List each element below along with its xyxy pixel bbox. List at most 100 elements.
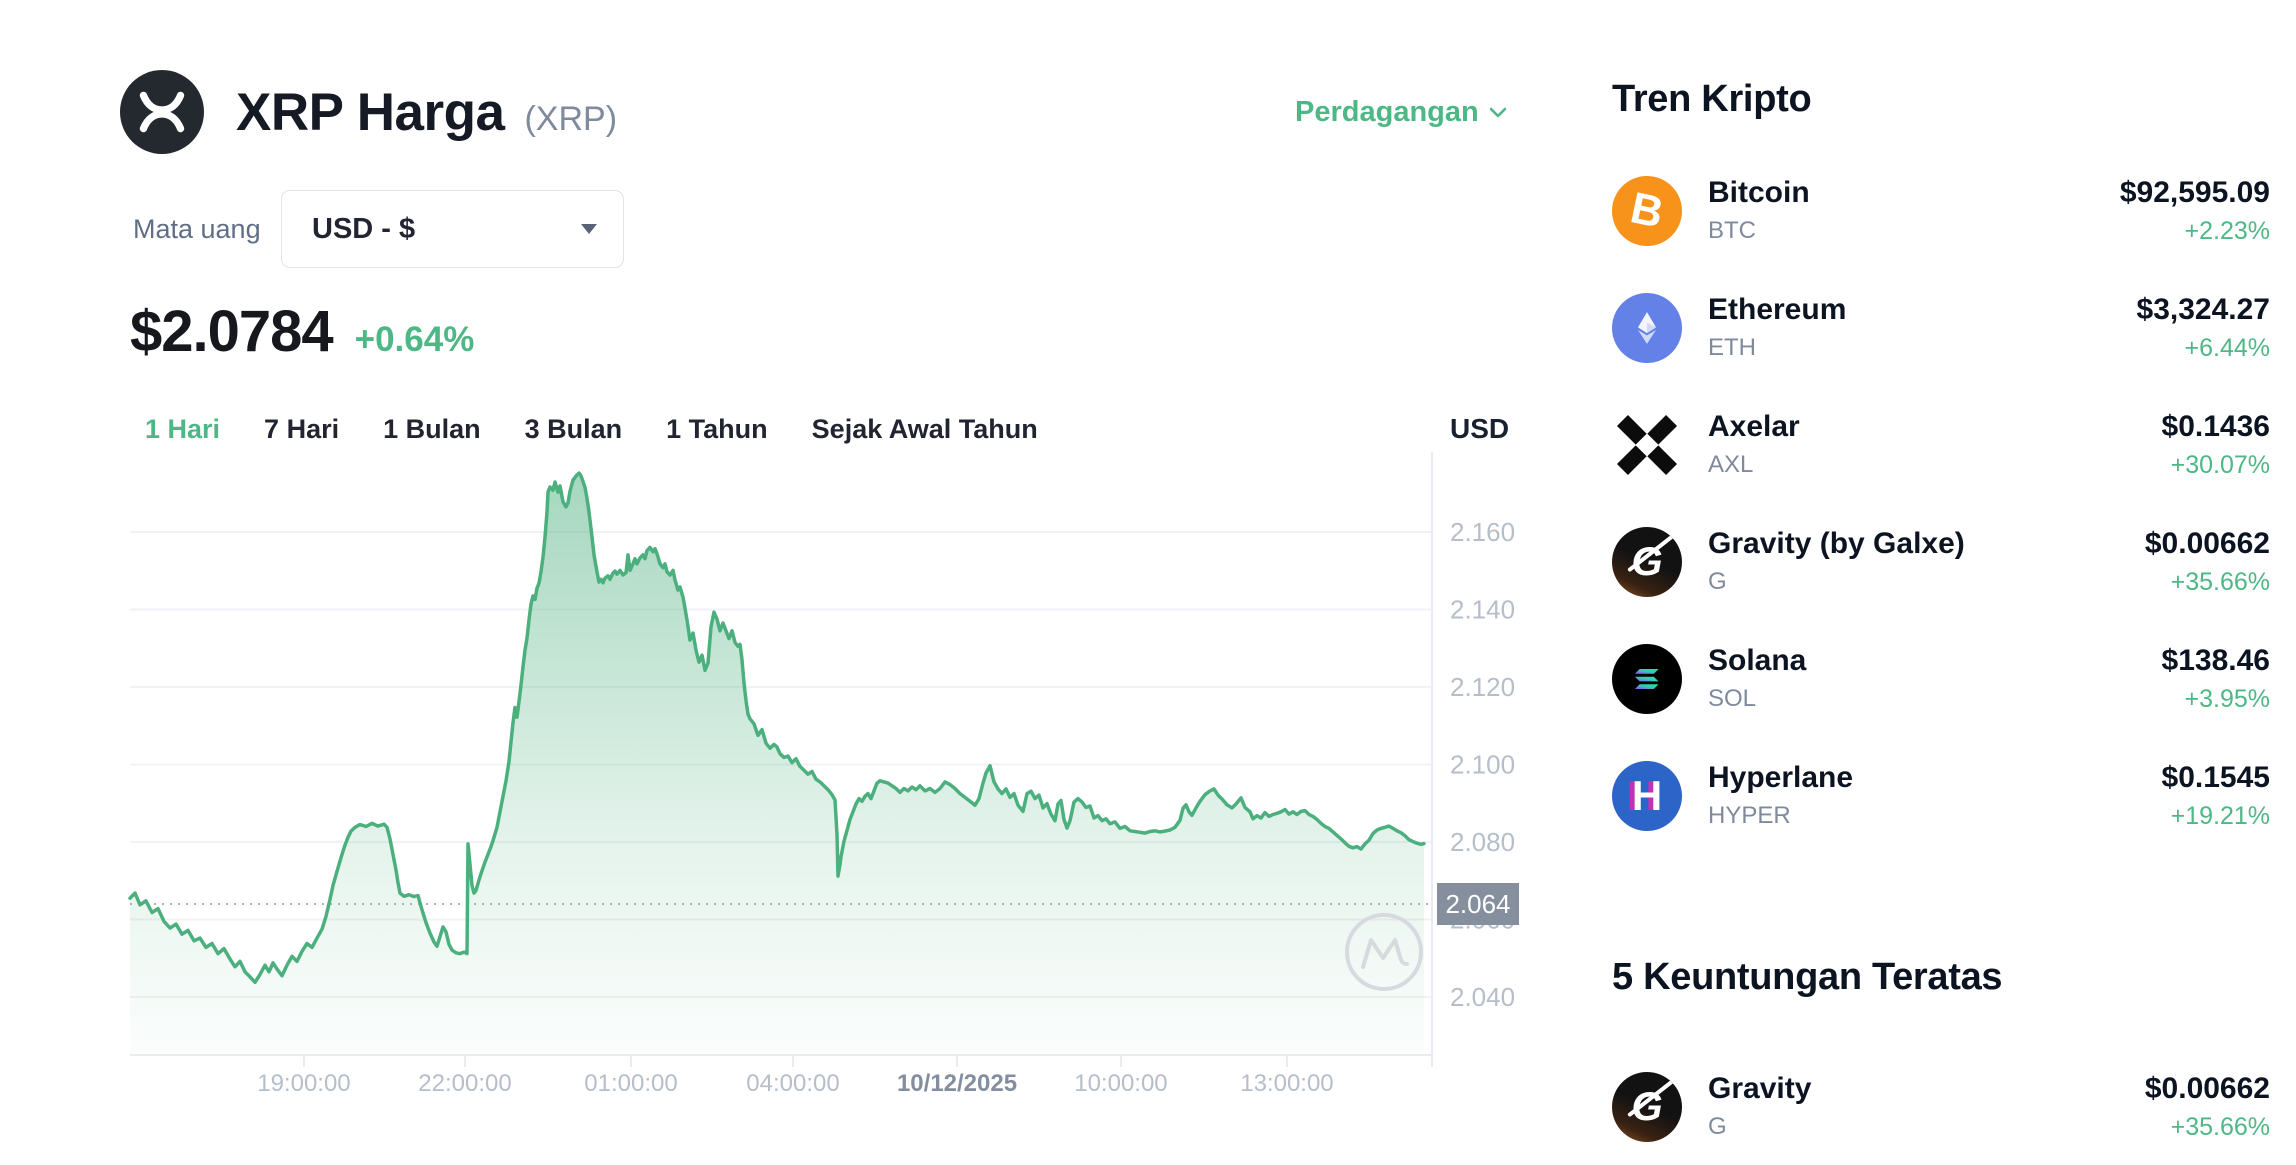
coin-ticker-paren: (XRP) — [524, 100, 618, 138]
currency-selected-value: USD - $ — [312, 212, 416, 245]
ethereum-icon — [1612, 292, 1682, 363]
coin-price: $3,324.27 — [2136, 292, 2270, 326]
coin-change-percent: +2.23% — [2184, 216, 2271, 245]
coin-name: Hyperlane — [1708, 761, 1854, 794]
price-change-percent: +0.64% — [354, 320, 475, 359]
coin-name: Axelar — [1708, 410, 1800, 443]
x-axis-tick-label: 10:00:00 — [1074, 1070, 1167, 1097]
coin-symbol: ETH — [1708, 334, 1756, 361]
axelar-icon — [1616, 414, 1678, 475]
coin-value-block: $0.1545 +19.21% — [2162, 761, 2270, 831]
x-axis-tick-label: 04:00:00 — [746, 1070, 839, 1097]
coin-symbol: BTC — [1708, 217, 1756, 244]
x-axis-tick-label: 19:00:00 — [257, 1070, 350, 1097]
coin-row-btc[interactable]: B Bitcoin BTC $92,595.09 +2.23% — [1612, 152, 2296, 269]
range-tab-1-bulan[interactable]: 1 Bulan — [383, 414, 481, 444]
trade-link-label: Perdagangan — [1295, 96, 1479, 128]
coin-name: Gravity — [1708, 1072, 1812, 1105]
axelar-icon — [1612, 410, 1682, 480]
coin-change-percent: +6.44% — [2184, 333, 2271, 362]
current-price: $2.0784 — [130, 299, 334, 364]
range-tab-1-tahun[interactable]: 1 Tahun — [666, 414, 768, 444]
y-axis-tick-label: 2.160 — [1450, 517, 1515, 547]
range-tab-1-hari[interactable]: 1 Hari — [145, 414, 221, 444]
coin-price: $138.46 — [2161, 643, 2270, 677]
y-axis-tick-label: 2.040 — [1450, 982, 1515, 1012]
coin-price: $92,595.09 — [2119, 175, 2270, 209]
coin-name: Gravity (by Galxe) — [1708, 527, 1965, 560]
x-axis-tick-label: 13:00:00 — [1240, 1070, 1333, 1097]
trending-section-title: Tren Kripto — [1612, 78, 1812, 120]
range-tab-3-bulan[interactable]: 3 Bulan — [524, 414, 623, 444]
coin-name-block: Solana SOL — [1708, 644, 2162, 713]
coin-change-percent: +35.66% — [2170, 1112, 2270, 1141]
coin-row-hyper[interactable]: H Hyperlane HYPER $0.1545 +19.21% — [1612, 737, 2296, 854]
bitcoin-icon: B — [1626, 182, 1668, 238]
gravity-icon: G — [1612, 526, 1682, 597]
coin-value-block: $0.00662 +35.66% — [2145, 1072, 2270, 1142]
coin-change-percent: +35.66% — [2170, 567, 2270, 596]
x-axis-tick-label: 22:00:00 — [418, 1070, 511, 1097]
coinmarketcap-watermark-icon — [1345, 913, 1423, 991]
hyperlane-icon: H — [1631, 771, 1663, 819]
coin-change-percent: +3.95% — [2184, 684, 2271, 713]
range-tab-7-hari[interactable]: 7 Hari — [264, 414, 340, 444]
hyperlane-icon: H — [1612, 760, 1682, 831]
gainers-section-title: 5 Keuntungan Teratas — [1612, 956, 2003, 998]
gainers-list: G Gravity G $0.00662 +35.66% — [1612, 1048, 2296, 1165]
coin-value-block: $0.1436 +30.07% — [2162, 410, 2270, 480]
coin-row-g[interactable]: G Gravity (by Galxe) G $0.00662 +35.66% — [1612, 503, 2296, 620]
coin-name-block: Ethereum ETH — [1708, 293, 2137, 362]
x-axis-tick-label: 01:00:00 — [584, 1070, 677, 1097]
coin-name-block: Hyperlane HYPER — [1708, 761, 2162, 830]
ethereum-icon — [1638, 311, 1656, 344]
price-chart[interactable]: 2.1602.1402.1202.1002.0802.0602.040USD19… — [0, 400, 1530, 1120]
current-price-badge-label: 2.064 — [1445, 889, 1510, 919]
y-axis-tick-label: 2.100 — [1450, 750, 1515, 780]
coin-price: $0.00662 — [2144, 526, 2270, 560]
coin-name-block: Bitcoin BTC — [1708, 176, 2120, 245]
coin-symbol: G — [1708, 568, 1727, 595]
y-axis-tick-label: 2.140 — [1450, 595, 1515, 625]
coin-price: $0.00662 — [2144, 1071, 2270, 1105]
coin-row-g[interactable]: G Gravity G $0.00662 +35.66% — [1612, 1048, 2296, 1165]
coin-symbol: SOL — [1708, 685, 1757, 712]
range-tabs: 1 Hari 7 Hari 1 Bulan 3 Bulan 1 Tahun Sejak A… — [145, 414, 1038, 445]
y-axis-tick-label: 2.080 — [1450, 827, 1515, 857]
coin-name: Solana — [1708, 644, 1807, 677]
coin-name: Bitcoin — [1708, 176, 1810, 209]
coin-value-block: $0.00662 +35.66% — [2145, 527, 2270, 597]
coin-name-block: Gravity (by Galxe) G — [1708, 527, 2145, 596]
coin-value-block: $3,324.27 +6.44% — [2137, 293, 2270, 363]
coin-row-axl[interactable]: Axelar AXL $0.1436 +30.07% — [1612, 386, 2296, 503]
coin-symbol: AXL — [1708, 451, 1754, 478]
xrp-logo-icon — [120, 70, 204, 154]
solana-icon — [1634, 668, 1659, 689]
trade-dropdown-link[interactable]: Perdagangan — [1295, 96, 1507, 129]
currency-select[interactable]: USD - $ — [281, 190, 624, 268]
range-tab-sejak-awal-tahun[interactable]: Sejak Awal Tahun — [811, 414, 1038, 444]
y-axis-tick-label: 2.120 — [1450, 672, 1515, 702]
coin-symbol: HYPER — [1708, 802, 1791, 829]
coin-row-eth[interactable]: Ethereum ETH $3,324.27 +6.44% — [1612, 269, 2296, 386]
coin-change-percent: +19.21% — [2170, 801, 2270, 830]
page-title: XRP Harga — [236, 83, 505, 142]
coin-name-block: Axelar AXL — [1708, 410, 2162, 479]
trending-list: B Bitcoin BTC $92,595.09 +2.23% Ethereum… — [1612, 152, 2296, 854]
chart-line — [128, 471, 1426, 985]
sidebar: Tren Kripto B Bitcoin BTC $92,595.09 +2.… — [1612, 0, 2296, 1156]
coin-value-block: $92,595.09 +2.23% — [2120, 176, 2270, 246]
bitcoin-icon: B — [1612, 175, 1682, 246]
coin-price: $0.1436 — [2161, 409, 2270, 443]
x-axis-tick-label: 10/12/2025 — [897, 1070, 1017, 1097]
gravity-icon: G — [1612, 1071, 1682, 1142]
caret-down-icon — [581, 224, 597, 234]
coin-symbol: G — [1708, 1113, 1727, 1140]
coin-row-sol[interactable]: Solana SOL $138.46 +3.95% — [1612, 620, 2296, 737]
coin-value-block: $138.46 +3.95% — [2162, 644, 2270, 714]
solana-icon — [1612, 643, 1682, 714]
current-price-badge — [1437, 883, 1519, 925]
coin-name-block: Gravity G — [1708, 1072, 2145, 1141]
currency-label: Mata uang — [133, 214, 261, 244]
chevron-down-icon — [1489, 107, 1507, 118]
